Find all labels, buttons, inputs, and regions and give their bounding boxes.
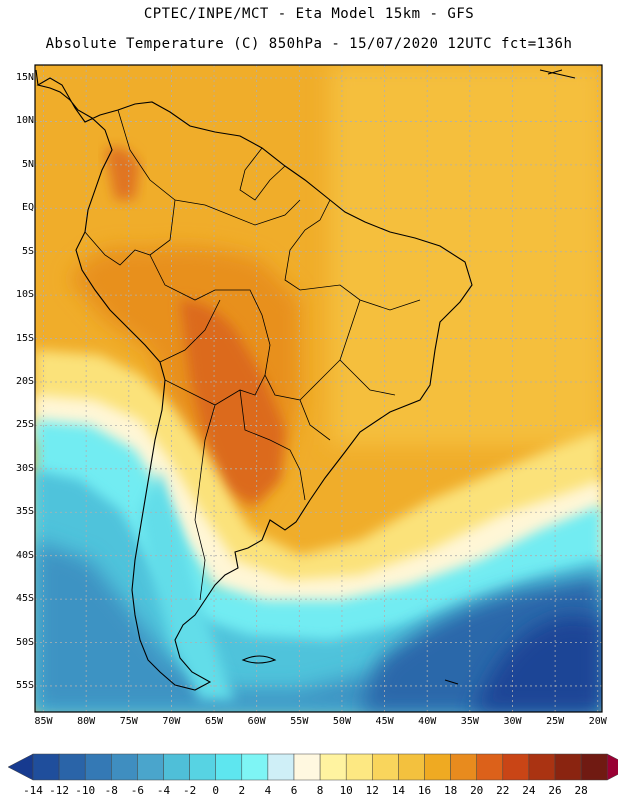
longitude-label: 25W [546, 716, 565, 727]
colorbar-label: 14 [391, 784, 406, 797]
colorbar-label: -2 [182, 784, 197, 797]
colorbar-bin [398, 753, 425, 781]
colorbar-label: -14 [23, 784, 43, 797]
latitude-label: 40S [15, 549, 34, 561]
latitude-label: 15N [15, 72, 34, 84]
colorbar-bin [58, 753, 86, 781]
coastlines [35, 69, 576, 691]
latitude-label: 30S [15, 462, 34, 474]
colorbar-bin [189, 753, 216, 781]
colorbar-bin [450, 753, 477, 781]
colorbar-bin [32, 753, 60, 781]
title-field: Absolute Temperature (C) 850hPa - 15/07/… [45, 36, 573, 52]
longitude-label: 85W [34, 716, 53, 727]
colorbar-bin [554, 753, 582, 781]
longitude-label: 45W [375, 716, 394, 727]
latitude-label: 45S [15, 593, 34, 605]
latitude-label: 10N [15, 115, 34, 127]
longitude-label: 20W [588, 716, 607, 727]
colorbar-bin [163, 753, 190, 781]
colorbar [7, 753, 618, 781]
colorbar-label: -4 [156, 784, 171, 797]
colorbar-bin [319, 753, 347, 781]
latitude-label: 35S [15, 506, 34, 518]
latitude-label: 25S [15, 419, 34, 431]
colorbar-label: 28 [574, 784, 588, 797]
colorbar-bin [267, 753, 295, 781]
colorbar-label: 12 [365, 784, 379, 797]
colorbar-label: 22 [496, 784, 510, 797]
colorbar-label: 20 [470, 784, 484, 797]
colorbar-label: 26 [548, 784, 562, 797]
colorbar-label: 16 [417, 784, 432, 797]
colorbar-bin [293, 753, 321, 781]
temperature-field [35, 65, 602, 712]
colorbar-overflow-arrow [606, 753, 618, 781]
latitude-label: 20S [15, 375, 34, 387]
colorbar-bin [502, 753, 530, 781]
colorbar-label: 10 [339, 784, 353, 797]
longitude-label: 30W [503, 716, 522, 727]
title-model: CPTEC/INPE/MCT - Eta Model 15km - GFS [143, 6, 475, 22]
colorbar-bin [528, 753, 556, 781]
longitude-label: 55W [290, 716, 309, 727]
colorbar-label: 2 [238, 784, 246, 797]
colorbar-bin [111, 753, 138, 781]
latitude-label: 50S [15, 636, 34, 648]
colorbar-bin [372, 753, 399, 781]
longitude-label: 50W [332, 716, 351, 727]
colorbar-label: -8 [104, 784, 118, 797]
colorbar-label: -12 [49, 784, 70, 797]
latitude-label: 55S [15, 679, 34, 691]
colorbar-underflow-arrow [7, 753, 34, 781]
latitude-label: 5N [21, 158, 34, 170]
colorbar-label: 6 [290, 784, 298, 797]
colorbar-label: -10 [75, 784, 96, 797]
colorbar-label: 24 [522, 784, 536, 797]
colorbar-bin [241, 753, 269, 781]
map-frame [34, 64, 603, 713]
colorbar-label: 18 [443, 784, 458, 797]
colorbar-label: -6 [130, 784, 145, 797]
latitude-label: 15S [15, 332, 34, 344]
latitude-label: 5S [21, 245, 34, 257]
longitude-label: 80W [77, 716, 96, 727]
latitude-label: 10S [15, 289, 34, 301]
longitude-label: 75W [119, 716, 138, 727]
latitude-label: EQ [21, 202, 34, 214]
colorbar-bin [137, 753, 164, 781]
longitude-label: 40W [418, 716, 437, 727]
longitude-label: 35W [460, 716, 479, 727]
colorbar-label: 4 [264, 784, 272, 797]
colorbar-label: 0 [212, 784, 219, 797]
colorbar-bin [476, 753, 504, 781]
colorbar-bin [345, 753, 373, 781]
country-borders [84, 109, 421, 601]
colorbar-label: 8 [316, 784, 324, 797]
colorbar-bin [215, 753, 243, 781]
longitude-label: 65W [205, 716, 224, 727]
longitude-label: 60W [247, 716, 266, 727]
longitude-label: 70W [162, 716, 181, 727]
colorbar-bin [580, 753, 608, 781]
colorbar-bin [84, 753, 112, 781]
colorbar-bin [424, 753, 451, 781]
